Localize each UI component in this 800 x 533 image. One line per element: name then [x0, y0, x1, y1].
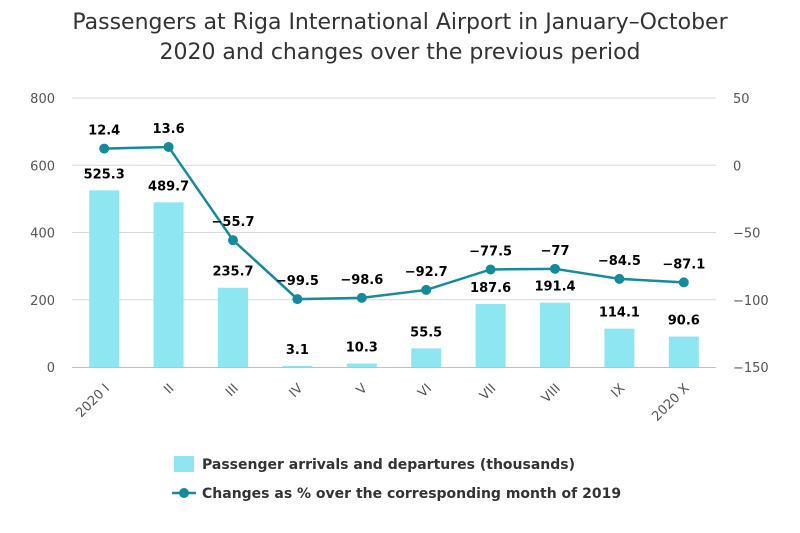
bar-data-label: 10.3: [346, 341, 378, 356]
x-tick-label: IV: [287, 381, 307, 401]
line-point: [292, 294, 303, 305]
line-point: [228, 235, 238, 246]
line-point: [485, 264, 496, 275]
bar: [153, 202, 184, 367]
bar-data-label: 235.7: [212, 265, 253, 280]
bar-data-label: 525.3: [84, 167, 125, 182]
bar-data-label: 114.1: [599, 306, 640, 321]
bar: [218, 287, 248, 367]
line-point: [614, 273, 625, 284]
line-data-label: −99.5: [276, 274, 319, 289]
x-tick-label: IX: [609, 381, 629, 401]
bar: [604, 328, 635, 367]
line-point: [678, 277, 689, 288]
legend-line-marker: [179, 488, 189, 498]
line-data-label: −87.1: [662, 257, 705, 272]
bar-data-label: 187.6: [470, 281, 511, 296]
bar-data-label: 3.1: [286, 343, 309, 358]
x-tick-label: III: [223, 381, 242, 400]
line-data-label: −77.5: [469, 244, 512, 259]
line-data-label: −77: [541, 244, 570, 259]
line-data-label: 13.6: [153, 122, 185, 137]
line-data-label: −98.6: [340, 273, 383, 288]
bar: [411, 348, 442, 367]
bar: [475, 303, 506, 367]
y-right-tick-label: 50: [733, 92, 750, 107]
y-left-tick-label: 0: [47, 361, 55, 376]
y-left-tick-label: 800: [30, 92, 55, 107]
y-right-tick-label: −100: [733, 294, 769, 309]
y-left-tick-label: 600: [30, 159, 55, 174]
x-tick-label: 2020 I: [73, 381, 113, 421]
line-point: [550, 263, 560, 274]
bar-data-label: 55.5: [410, 325, 442, 340]
y-left-tick-label: 400: [30, 227, 55, 242]
bar: [282, 365, 313, 367]
chart-title: Passengers at Riga International Airport…: [0, 8, 800, 68]
x-tick-label: 2020 X: [649, 381, 692, 424]
line-point: [421, 284, 432, 295]
bar: [89, 190, 120, 367]
line-point: [99, 143, 110, 154]
y-right-tick-label: −150: [733, 361, 769, 376]
bar: [346, 363, 377, 367]
chart-title-line-1: Passengers at Riga International Airport…: [72, 10, 728, 35]
y-right-tick-label: −50: [733, 227, 760, 242]
line-data-label: 12.4: [88, 124, 120, 139]
x-tick-label: VIII: [539, 381, 564, 406]
bar-data-label: 489.7: [148, 179, 189, 194]
line-data-label: −84.5: [598, 254, 641, 269]
y-right-tick-label: 0: [733, 159, 741, 174]
line-data-label: −55.7: [212, 215, 255, 230]
x-tick-label: II: [161, 381, 177, 397]
line-data-label: −92.7: [405, 265, 448, 280]
x-tick-label: VI: [415, 381, 435, 401]
chart-title-line-2: 2020 and changes over the previous perio…: [159, 40, 641, 65]
x-tick-label: V: [354, 381, 371, 398]
bar: [540, 302, 570, 367]
line-point: [163, 141, 174, 152]
legend-bar-label: Passenger arrivals and departures (thous…: [202, 457, 575, 473]
series-line: [104, 145, 684, 301]
bar-data-label: 191.4: [534, 280, 575, 295]
y-left-tick-label: 200: [30, 294, 55, 309]
legend-bar-swatch: [174, 456, 194, 472]
bar: [668, 336, 699, 367]
legend-line-label: Changes as % over the corresponding mont…: [202, 486, 621, 502]
x-tick-label: VII: [477, 381, 499, 403]
line-point: [356, 292, 367, 303]
bar-data-label: 90.6: [668, 314, 700, 329]
